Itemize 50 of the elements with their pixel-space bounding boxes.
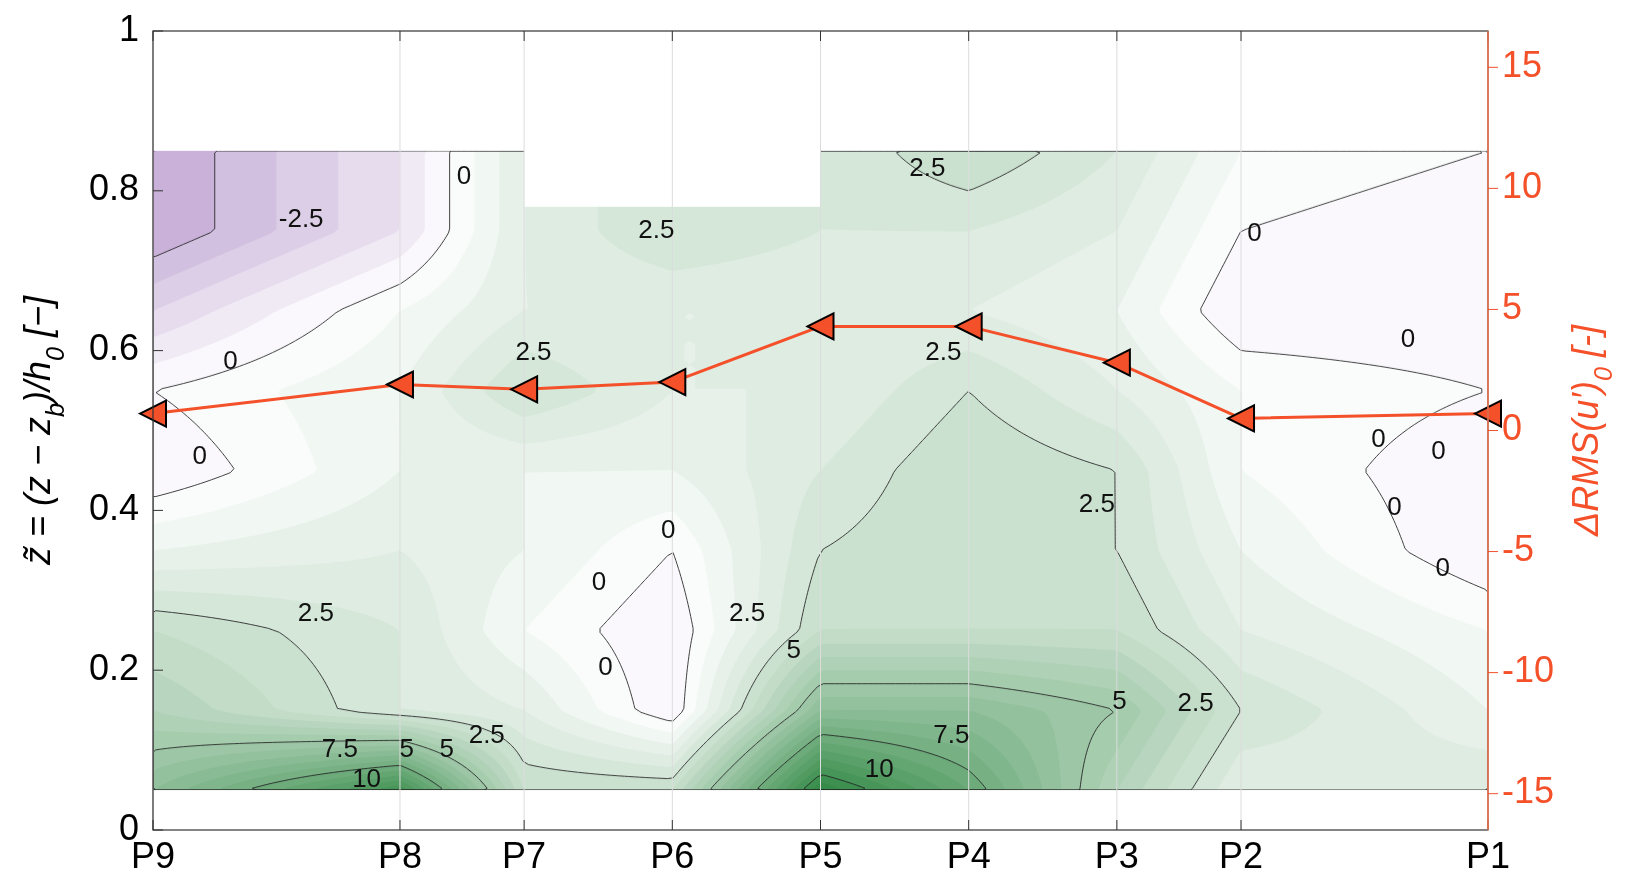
annotation: 0 <box>1387 490 1402 521</box>
annotation: 5 <box>1112 685 1127 716</box>
annotation: 2.5 <box>638 213 675 244</box>
annotation: 2.5 <box>925 335 962 366</box>
annotation: 2.5 <box>468 718 505 749</box>
annotation: 2.5 <box>909 152 946 183</box>
annotation: 0 <box>598 651 613 682</box>
y2-tick-label: 5 <box>1502 285 1523 327</box>
annotation: 0 <box>1371 422 1386 453</box>
annotation: 0 <box>1435 552 1450 583</box>
annotation: 2.5 <box>515 335 552 366</box>
y-tick-label: 0.2 <box>88 646 139 688</box>
annotation: 0 <box>1400 323 1416 354</box>
annotation: 5 <box>399 732 414 763</box>
annotation: 0 <box>1431 434 1446 465</box>
y2-tick-label: 15 <box>1502 43 1543 85</box>
x-tick-label: P1 <box>1465 835 1511 876</box>
x-tick-label: P3 <box>1094 835 1139 876</box>
y2-tick-label: 0 <box>1502 407 1523 449</box>
x-tick-label: P4 <box>946 835 991 876</box>
annotation: 5 <box>439 732 454 763</box>
x-tick-label: P2 <box>1219 835 1264 876</box>
annotation: 0 <box>456 160 472 191</box>
x-tick-label: P5 <box>798 835 843 876</box>
y-tick-label: 1 <box>118 7 139 49</box>
y2-tick-label: -15 <box>1502 770 1555 812</box>
annotation: 10 <box>864 752 894 783</box>
annotation: 0 <box>1247 216 1262 247</box>
y2-tick-label: -5 <box>1502 528 1535 570</box>
x-tick-label: P8 <box>377 835 422 876</box>
annotation: 7.5 <box>321 732 358 763</box>
y2-tick-label: -10 <box>1502 649 1555 691</box>
y-tick-label: 0.4 <box>88 486 139 528</box>
x-tick-label: P7 <box>502 835 547 876</box>
annotation: 2.5 <box>1177 687 1214 718</box>
annotation: 0 <box>661 514 676 545</box>
annotation: -2.5 <box>278 203 324 234</box>
x-tick-label: P6 <box>650 835 695 876</box>
annotation: 0 <box>223 345 238 376</box>
y-tick-label: 0.8 <box>88 167 139 209</box>
annotation: 7.5 <box>933 719 970 750</box>
annotation: 5 <box>786 633 802 664</box>
annotation: 2.5 <box>729 597 766 628</box>
annotation: 2.5 <box>1078 488 1115 519</box>
annotation: 0 <box>591 565 607 596</box>
annotation: 2.5 <box>297 597 334 628</box>
annotation: 0 <box>192 439 207 470</box>
y-tick-label: 0.6 <box>88 327 139 369</box>
annotation: 10 <box>352 763 382 794</box>
y2-tick-label: 10 <box>1502 164 1543 206</box>
